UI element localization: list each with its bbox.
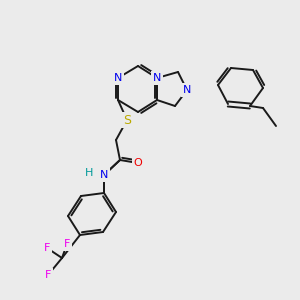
Text: F: F xyxy=(64,239,70,249)
Text: H: H xyxy=(85,168,93,178)
Text: N: N xyxy=(153,73,161,83)
Text: F: F xyxy=(45,270,51,280)
Text: F: F xyxy=(44,243,50,253)
Text: N: N xyxy=(183,85,191,95)
Text: N: N xyxy=(114,73,122,83)
Text: S: S xyxy=(123,113,131,127)
Text: N: N xyxy=(100,170,108,180)
Text: O: O xyxy=(134,158,142,168)
Text: N: N xyxy=(153,73,161,83)
